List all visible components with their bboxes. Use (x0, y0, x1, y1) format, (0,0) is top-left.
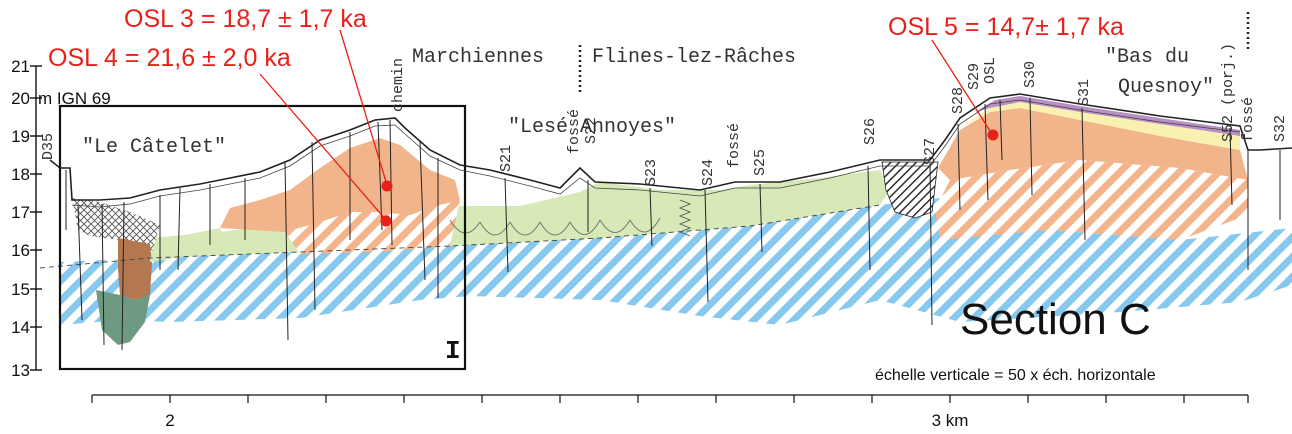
osl4-label: OSL 4 = 21,6 ± 2,0 ka (48, 44, 291, 72)
distance-label-2: 2 (165, 411, 174, 430)
distance-label-3km: 3 km (932, 411, 969, 430)
osl5-sample-dot (987, 129, 999, 141)
distance-axis: 2 3 km (91, 394, 1249, 430)
osl3-label: OSL 3 = 18,7 ± 1,7 ka (124, 5, 367, 33)
inset-box-label: I (445, 336, 461, 366)
purple-band (975, 96, 1240, 136)
elevation-tick-label: 15 (11, 280, 30, 299)
borehole-label-s30: S30 (1022, 61, 1039, 88)
place-marchiennes: Marchiennes (412, 46, 544, 69)
borehole-label-s23: S23 (643, 159, 660, 186)
elevation-tick-label: 18 (11, 165, 30, 184)
place-flines: Flines-lez-Râches (592, 46, 796, 69)
place-bas-du: "Bas du (1105, 46, 1189, 69)
borehole-label-s24: S24 (700, 159, 717, 186)
borehole-label-chemin: chemin (390, 58, 407, 112)
borehole-label-s32: S32 (1272, 115, 1289, 142)
osl3-sample-dot (381, 180, 393, 192)
borehole-label-s52: S52 (porj.) (1220, 43, 1237, 142)
elevation-tick-label: 14 (11, 318, 30, 337)
borehole-label-d35: D35 (40, 133, 57, 160)
elevation-axis: 21 20 19 18 17 16 15 14 13 m IGN 69 (11, 57, 111, 380)
osl4-sample-dot (380, 215, 392, 227)
borehole-label-fosse2: fossé (726, 123, 743, 168)
dashed-contact (39, 204, 881, 269)
zigzag-symbol (678, 199, 692, 237)
osl4-leader-line (259, 73, 387, 221)
osl5-leader-line (931, 39, 993, 135)
borehole-label-s22: S22 (583, 117, 600, 144)
elevation-tick-label: 19 (11, 127, 30, 146)
borehole-label-s26: S26 (862, 118, 879, 145)
borehole-label-osl: OSL (982, 57, 999, 84)
borehole-label-s25: S25 (752, 149, 769, 176)
section-title: Section C (960, 295, 1151, 344)
borehole-label-fosse3: fossé (1240, 97, 1257, 142)
orange-loess-right (938, 108, 1248, 180)
osl5-label: OSL 5 = 14,7± 1,7 ka (888, 13, 1124, 41)
orange-hatched-right (935, 160, 1248, 240)
place-catelet: "Le Câtelet" (82, 136, 226, 159)
borehole-label-fosse1: fossé (566, 109, 583, 154)
elevation-tick-label: 13 (11, 361, 30, 380)
orange-loess-left (220, 138, 460, 232)
borehole-label-s27: S27 (922, 138, 939, 165)
borehole-label-s29: S29 (966, 63, 983, 90)
borehole-lines (65, 97, 1281, 351)
place-quesnoy: Quesnoy" (1118, 76, 1214, 99)
channel-dark-green-fill (96, 290, 150, 345)
borehole-label-s31: S31 (1076, 79, 1093, 106)
orange-hatched-left (285, 200, 460, 254)
osl3-leader-line (339, 29, 388, 186)
cross-bedding (449, 217, 661, 236)
borehole-label-s21: S21 (498, 145, 515, 172)
borehole-label-s28: S28 (950, 87, 967, 114)
channel-brown-fill (118, 238, 152, 300)
catelet-inset-box (58, 104, 467, 371)
elevation-unit-label: m IGN 69 (38, 89, 111, 108)
elevation-tick-label: 20 (11, 89, 30, 108)
channel-hatched (881, 161, 939, 219)
ground-surface (49, 93, 1292, 201)
elevation-tick-label: 16 (11, 241, 30, 260)
place-annoyes: "Lesé Annoyes" (508, 116, 676, 139)
vertical-scale-note: échelle verticale = 50 x éch. horizontal… (875, 367, 1156, 384)
elevation-tick-label: 21 (11, 57, 30, 76)
elevation-tick-label: 17 (11, 203, 30, 222)
